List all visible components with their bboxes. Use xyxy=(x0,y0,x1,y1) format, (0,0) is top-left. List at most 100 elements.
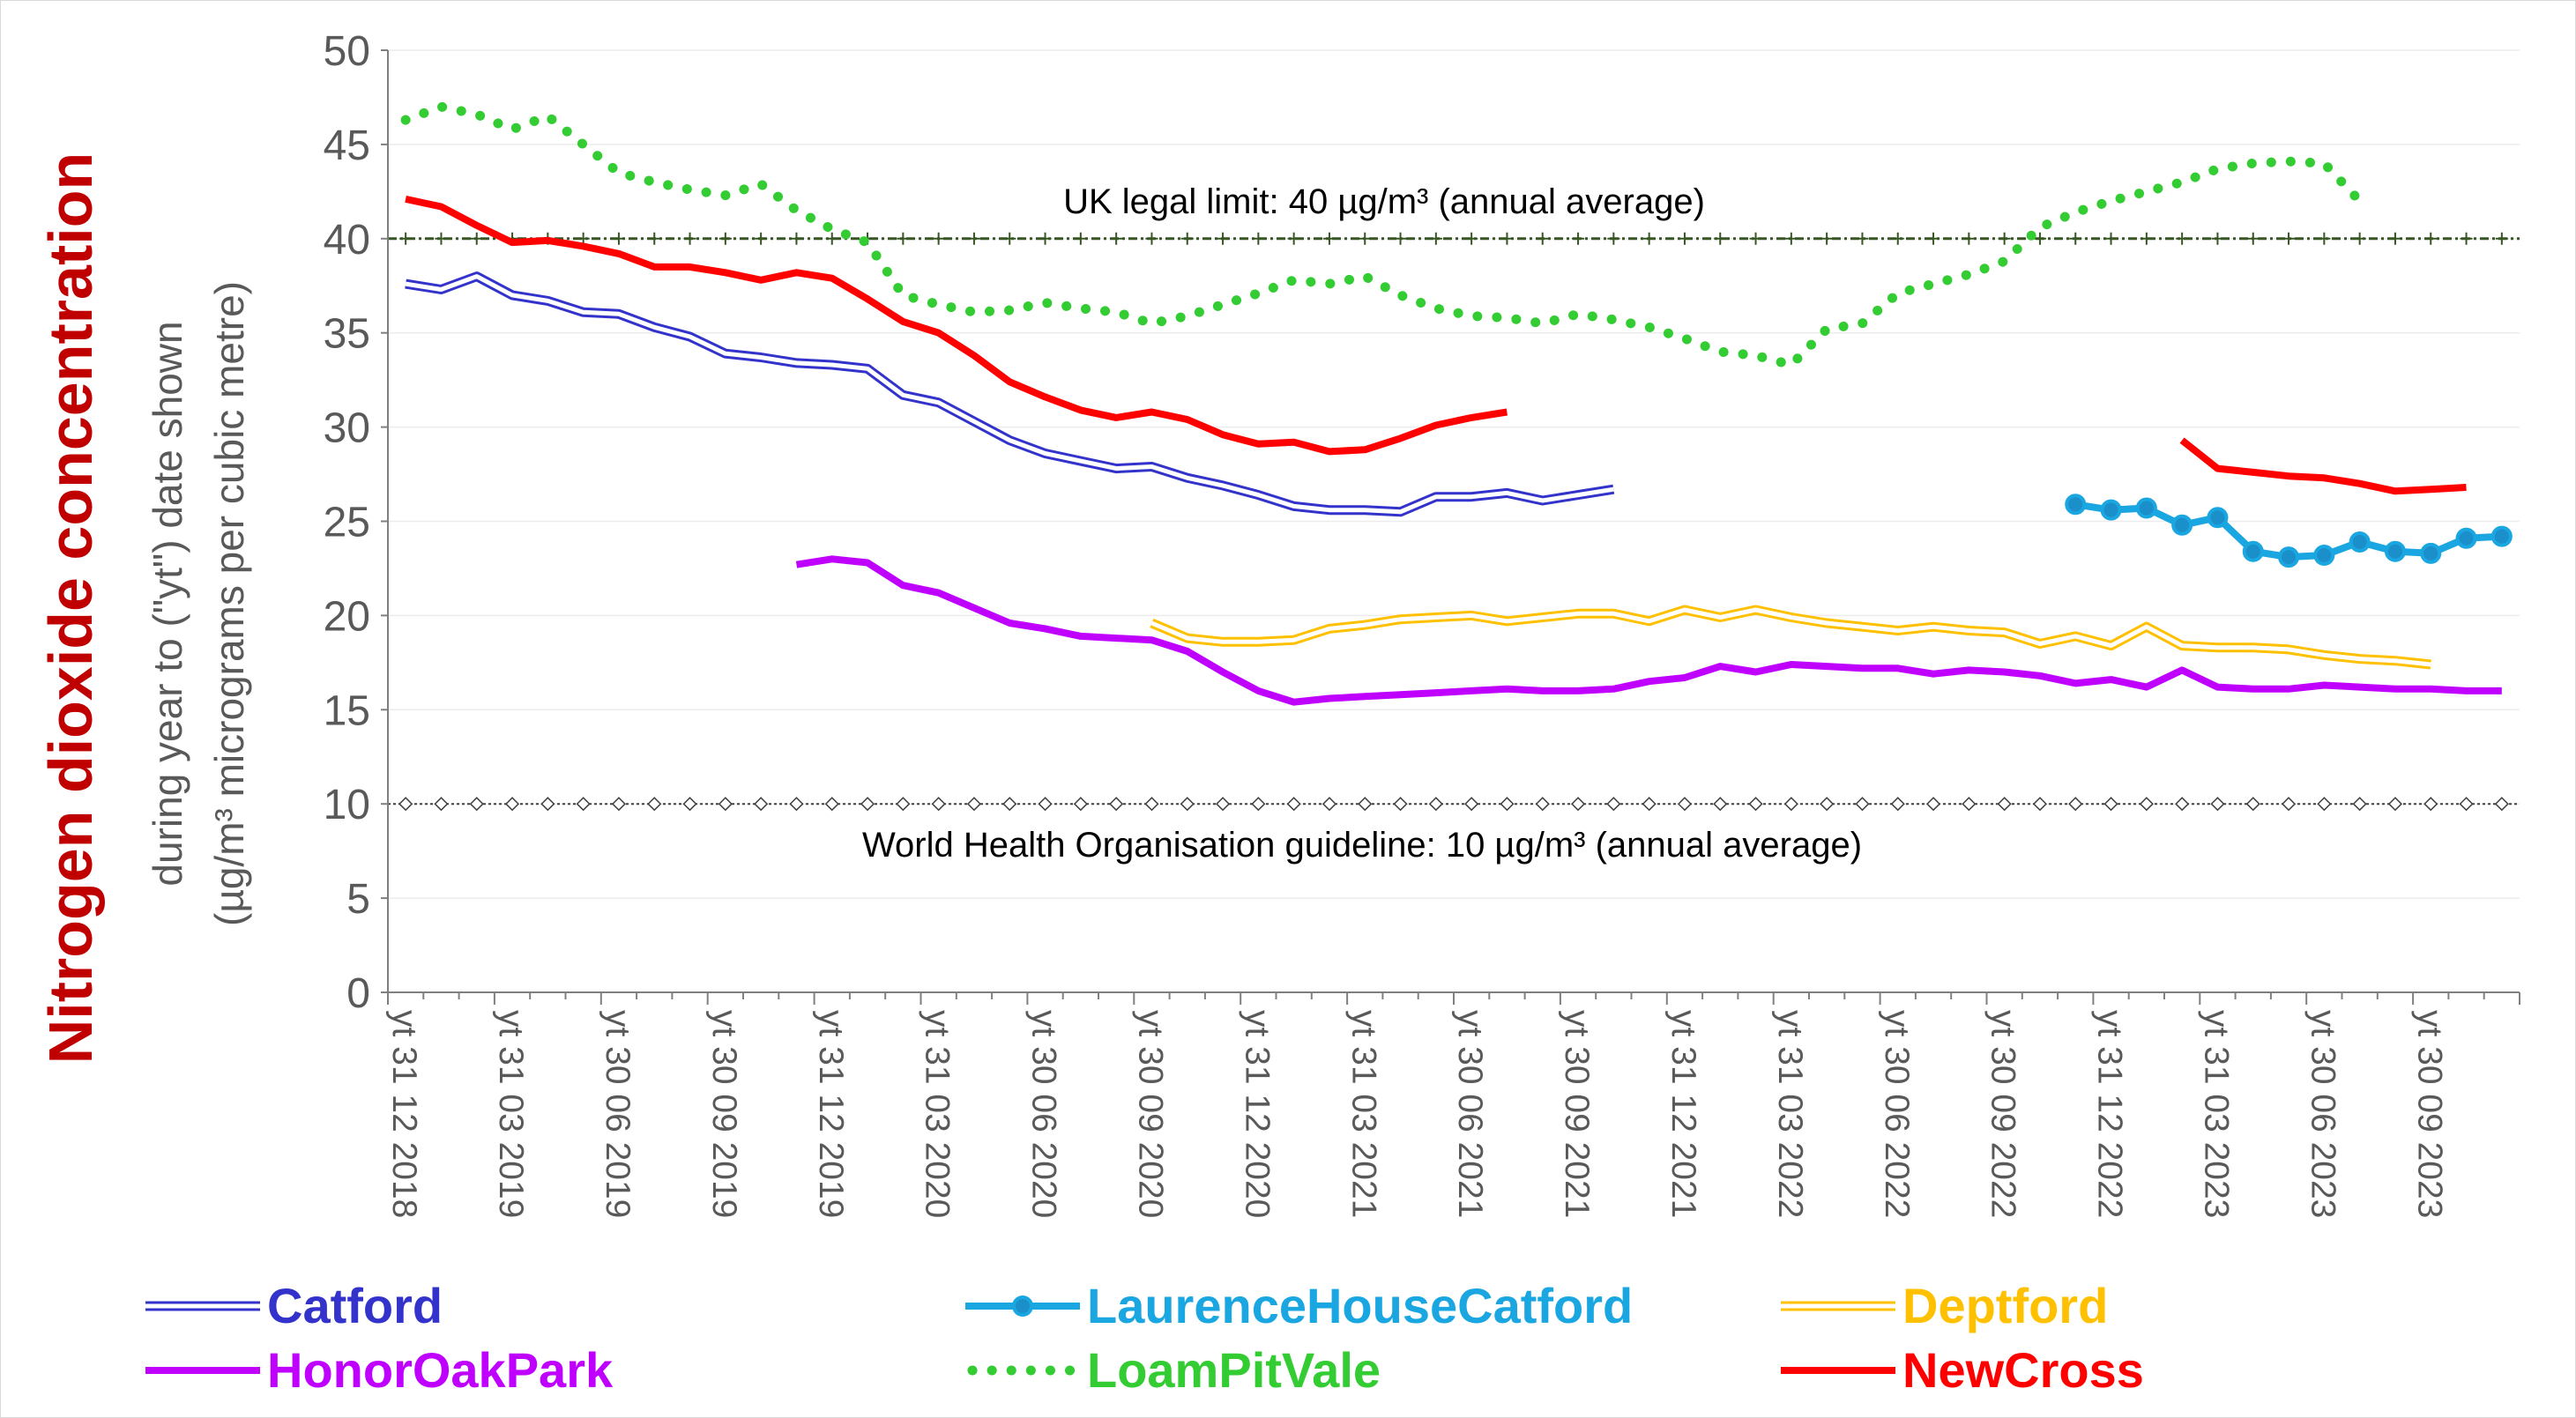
uk-limit-marker xyxy=(2353,232,2366,245)
who-guideline-marker xyxy=(2387,797,2403,812)
legend-label-newcross: NewCross xyxy=(1902,1342,2144,1398)
who-guideline-marker xyxy=(1109,797,1124,812)
uk-limit-marker xyxy=(683,232,696,245)
y-tick-label: 0 xyxy=(346,970,370,1017)
who-guideline-marker xyxy=(1890,797,1905,812)
series-line-inner-deptford xyxy=(1150,607,2431,667)
legend-item-laurencehousecatford: LaurenceHouseCatford xyxy=(965,1278,1633,1333)
legend-label-loampitvale: LoamPitVale xyxy=(1087,1342,1381,1398)
who-guideline-marker xyxy=(647,797,662,812)
data-point-laurencehousecatford xyxy=(2278,546,2300,568)
data-point-laurencehousecatford xyxy=(2384,540,2406,562)
who-guideline-marker xyxy=(2103,797,2118,812)
uk-limit-marker xyxy=(2424,232,2438,245)
who-guideline-marker xyxy=(860,797,875,812)
data-point-laurencehousecatford xyxy=(2135,497,2157,519)
uk-limit-marker xyxy=(755,232,768,245)
uk-limit-marker xyxy=(1607,232,1620,245)
who-guideline-marker xyxy=(1783,797,1798,812)
who-guideline-marker xyxy=(2175,797,2190,812)
uk-limit-marker xyxy=(1500,232,1514,245)
y-tick-label: 25 xyxy=(324,500,370,546)
who-guideline-marker xyxy=(1002,797,1017,812)
who-guideline-marker xyxy=(1322,797,1337,812)
who-guideline-marker xyxy=(1535,797,1550,812)
uk-limit-marker xyxy=(2176,232,2189,245)
uk-limit-marker xyxy=(2388,232,2401,245)
who-guideline-marker xyxy=(2281,797,2297,812)
legend-item-newcross: NewCross xyxy=(1781,1342,2144,1398)
uk-limit-marker xyxy=(1003,232,1016,245)
who-guideline-marker xyxy=(540,797,555,812)
who-guideline-marker xyxy=(2459,797,2474,812)
series-line-newcross xyxy=(2179,437,2467,495)
uk-limit-marker xyxy=(1359,232,1372,245)
who-guideline-marker xyxy=(1251,797,1266,812)
who-guideline-marker xyxy=(504,797,520,812)
uk-limit-marker xyxy=(1180,232,1194,245)
who-guideline-marker xyxy=(434,797,449,812)
who-guideline-marker xyxy=(1428,797,1443,812)
legend-label-honoroakpark: HonorOakPark xyxy=(267,1342,614,1398)
uk-limit-marker xyxy=(1891,232,1904,245)
who-guideline-marker xyxy=(1215,797,1231,812)
series-newcross xyxy=(405,195,2467,495)
x-tick-labels: yt 31 12 2018 yt 31 03 2019 yt 30 06 2019 y… xyxy=(385,1010,2448,1218)
uk-limit-marker xyxy=(790,232,803,245)
y-tick-label: 15 xyxy=(324,687,370,734)
who-guideline-marker xyxy=(398,797,413,812)
y-axis-title-sub1: during year to ("yt") date shown xyxy=(145,321,190,886)
uk-limit-marker xyxy=(2140,232,2153,245)
x-tick-label: yt 30 06 2022 xyxy=(1878,1010,1916,1218)
data-point-laurencehousecatford xyxy=(2420,542,2442,564)
legend-label-catford: Catford xyxy=(267,1278,443,1333)
reference-lines xyxy=(388,232,2520,812)
uk-limit-marker xyxy=(1465,232,1478,245)
who-guideline-marker xyxy=(1144,797,1159,812)
data-point-laurencehousecatford xyxy=(2313,544,2335,566)
who-guideline-marker xyxy=(1677,797,1693,812)
uk-limit-marker xyxy=(1145,232,1158,245)
who-guideline-marker xyxy=(1997,797,2012,812)
uk-limit-marker xyxy=(1394,232,1407,245)
who-guideline-marker xyxy=(1038,797,1053,812)
y-tick-label: 30 xyxy=(324,405,370,452)
uk-limit-marker xyxy=(1962,232,1976,245)
who-guideline-marker xyxy=(1642,797,1657,812)
series-line-loampitvale xyxy=(400,101,2365,370)
legend-item-deptford: Deptford xyxy=(1781,1278,2108,1333)
series-line-inner-catford xyxy=(405,274,1614,515)
data-point-laurencehousecatford xyxy=(2490,525,2513,547)
uk-limit-marker xyxy=(1217,232,1230,245)
data-point-laurencehousecatford xyxy=(2100,499,2122,521)
uk-limit-marker xyxy=(1749,232,1762,245)
who-guideline-marker xyxy=(469,797,484,812)
series-loampitvale xyxy=(400,101,2365,370)
who-guideline-marker xyxy=(1073,797,1088,812)
uk-limit-marker xyxy=(2069,232,2082,245)
x-tick-label: yt 31 12 2020 xyxy=(1238,1010,1276,1218)
uk-limit-marker xyxy=(2033,232,2046,245)
uk-limit-marker xyxy=(967,232,980,245)
series-line-newcross xyxy=(405,195,1508,456)
uk-limit-label: UK legal limit: 40 µg/m³ (annual average… xyxy=(1063,182,1705,221)
series-catford xyxy=(405,271,1615,517)
axes xyxy=(381,49,2520,1005)
uk-limit-marker xyxy=(718,232,732,245)
x-tick-label: yt 31 12 2022 xyxy=(2091,1010,2129,1218)
y-tick-label: 40 xyxy=(324,217,370,264)
who-guideline-marker xyxy=(2032,797,2048,812)
x-tick-label: yt 31 03 2019 xyxy=(492,1010,530,1218)
uk-limit-marker xyxy=(648,232,661,245)
uk-limit-marker xyxy=(1678,232,1691,245)
who-guideline-marker xyxy=(966,797,982,812)
who-guideline-marker xyxy=(2210,797,2225,812)
x-tick-label: yt 31 03 2020 xyxy=(919,1010,957,1218)
x-tick-label: yt 30 09 2019 xyxy=(705,1010,743,1218)
uk-limit-marker xyxy=(1252,232,1265,245)
uk-limit-marker xyxy=(612,232,625,245)
who-guideline-marker xyxy=(1925,797,1941,812)
uk-limit-marker xyxy=(1820,232,1834,245)
who-guideline-marker xyxy=(1180,797,1195,812)
y-tick-label: 20 xyxy=(324,593,370,640)
